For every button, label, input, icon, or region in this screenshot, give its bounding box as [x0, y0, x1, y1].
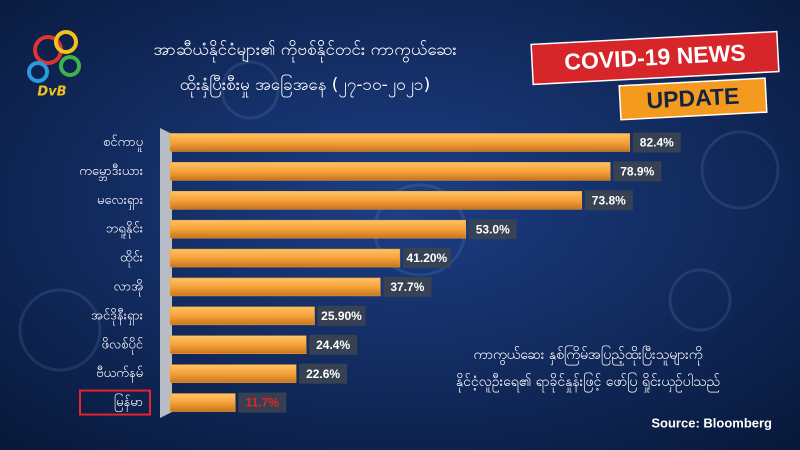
bar: [169, 335, 307, 354]
category-label: မြန်မာ: [114, 393, 143, 412]
bar: [169, 162, 611, 181]
value-label-box: [613, 161, 662, 182]
category-label: ဗီယက်နမ်: [96, 365, 143, 383]
badge-news: COVID-19 NEWS: [530, 30, 780, 86]
value-label: 41.20%: [407, 251, 448, 265]
logo: DvB: [27, 30, 81, 100]
category-label: စင်ကာပူ: [103, 134, 143, 152]
value-label: 25.90%: [321, 309, 362, 323]
category-label: အင်ဒိုနီးရှား: [91, 307, 143, 325]
highlight-box: [79, 389, 151, 416]
value-label-box: [238, 392, 287, 413]
value-label-box: [468, 219, 517, 240]
value-label-box: [584, 190, 633, 211]
value-label-box: [309, 334, 358, 355]
category-label: မလေးရှား: [97, 193, 143, 210]
value-label-box: [299, 363, 348, 384]
bar: [169, 219, 466, 239]
chart-subtitle: ထိုးနှံပြီးစီးမှု အခြေအနေ (၂၇-၁၀-၂၀၂၁): [180, 73, 430, 98]
note: ကာကွယ်ဆေး နှစ်ကြိမ်အပြည့်ထိုးပြီးသူများက…: [474, 346, 703, 365]
badge-text: UPDATE: [646, 83, 740, 114]
value-label: 22.6%: [306, 367, 340, 381]
category-label: လာအို: [114, 278, 143, 296]
chart-title: အာဆီယံနိုင်ငံများ၏ ကိုဗစ်နိုင်တင်း ကာကွယ…: [153, 39, 456, 63]
value-label-box: [383, 276, 432, 297]
note: နိုင်ငံ့လူဦးရေ၏ ရာခိုင်နှုန်းဖြင့် ဖော်ပ…: [456, 373, 720, 392]
value-label: 24.4%: [316, 338, 350, 352]
category-label: ဖိလစ်ပိုင်: [101, 336, 143, 354]
value-label-box: [402, 248, 451, 269]
bar-wall: [160, 128, 172, 418]
value-label: 78.9%: [620, 165, 654, 179]
value-label: 53.0%: [476, 222, 510, 236]
bar: [169, 306, 315, 326]
bar: [169, 277, 381, 297]
value-label: 11.7%: [246, 396, 280, 410]
bar: [169, 364, 297, 383]
value-label: 73.8%: [592, 193, 626, 207]
value-label-box: [317, 305, 366, 326]
bar: [169, 248, 401, 268]
badge-update: UPDATE: [618, 77, 768, 121]
category-label: ကမ္ဘောဒီးယား: [79, 163, 143, 181]
source: Source: Bloomberg: [651, 415, 772, 430]
category-label: ထိုင်း: [120, 250, 143, 268]
bar: [169, 393, 236, 412]
category-label: ဘရူနိုင်း: [106, 221, 143, 239]
value-label-box: [632, 132, 681, 153]
logo-text: DvB: [37, 85, 66, 100]
value-label: 37.7%: [390, 280, 424, 294]
bar: [169, 191, 583, 210]
value-label: 82.4%: [640, 136, 674, 150]
bar: [169, 133, 631, 152]
